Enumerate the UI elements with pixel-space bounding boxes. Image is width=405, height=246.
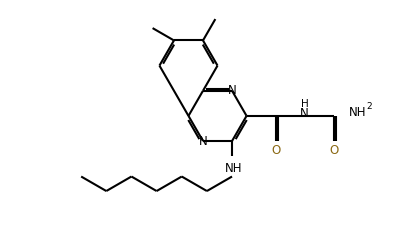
Text: NH: NH: [348, 106, 366, 119]
Text: O: O: [328, 144, 337, 157]
Text: H: H: [300, 99, 308, 109]
Text: N: N: [300, 107, 308, 120]
Text: 2: 2: [365, 102, 371, 111]
Text: N: N: [227, 84, 236, 97]
Text: O: O: [270, 144, 279, 157]
Text: NH: NH: [225, 162, 242, 175]
Text: N: N: [198, 135, 207, 148]
